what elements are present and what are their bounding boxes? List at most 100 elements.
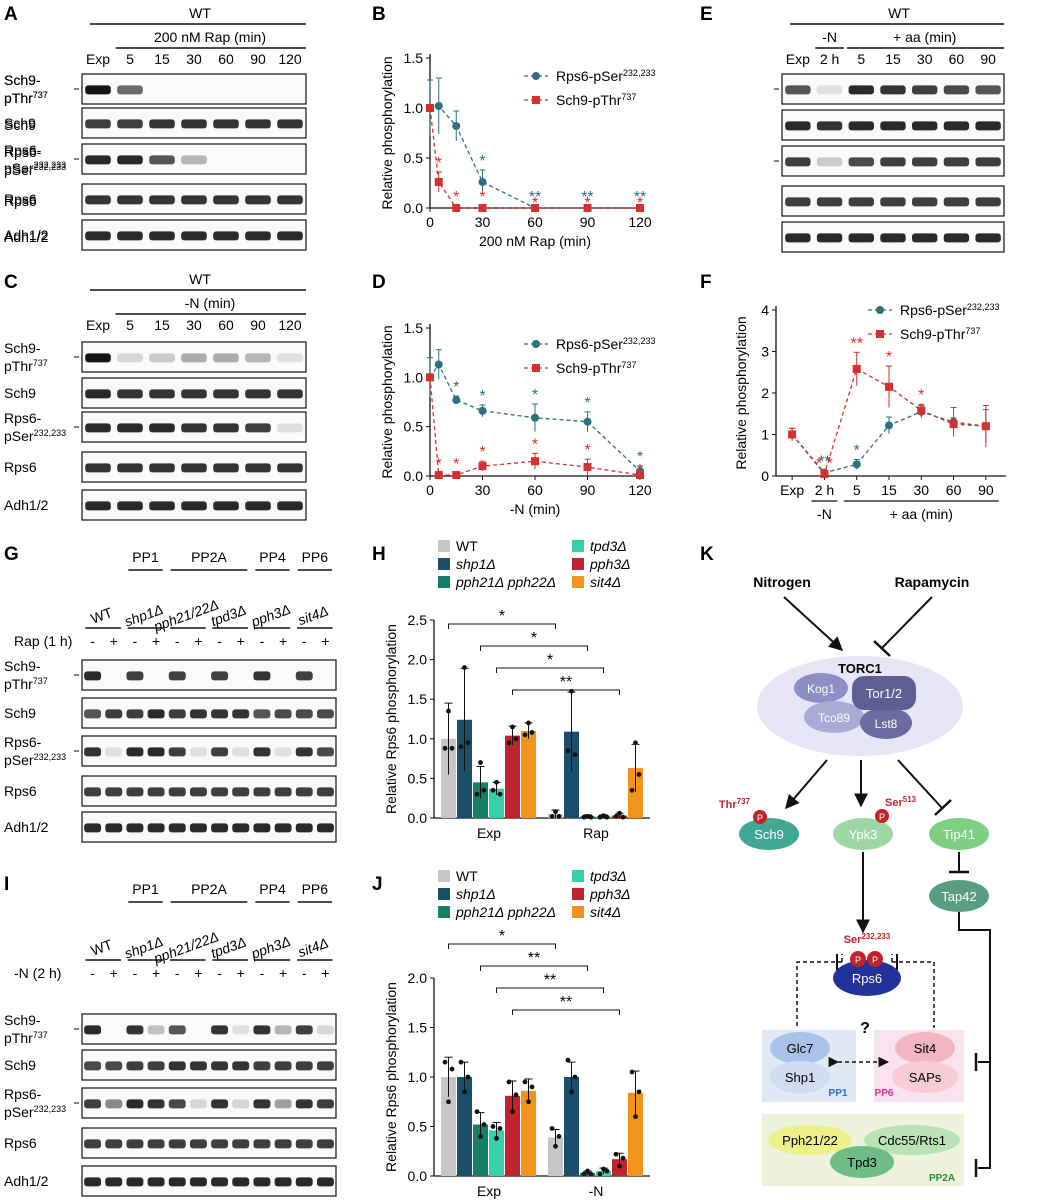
blot-lane-label: 90 xyxy=(250,317,266,333)
blot-lane-label: 15 xyxy=(154,51,170,67)
cdc55-node xyxy=(864,1125,960,1155)
blot-band xyxy=(277,231,303,241)
blot-row-label: Sch9- xyxy=(4,340,41,356)
blot-band xyxy=(277,389,303,399)
phosphatase-group-label: PP4 xyxy=(259,549,286,565)
data-point xyxy=(788,430,797,439)
replicate-point xyxy=(465,740,471,746)
significance-star: * * xyxy=(816,455,833,472)
legend-marker xyxy=(532,72,540,80)
strain-label: sit4Δ xyxy=(296,602,331,628)
replicate-point xyxy=(478,1134,483,1139)
blot-band xyxy=(295,823,313,833)
tip41-node xyxy=(929,818,989,850)
x-category-label: Exp xyxy=(477,825,501,841)
blot-band xyxy=(211,1177,229,1187)
data-point xyxy=(478,406,487,415)
data-point xyxy=(885,421,893,430)
replicate-point xyxy=(449,745,455,751)
blot-band xyxy=(117,501,143,511)
replicate-point xyxy=(490,787,496,793)
blot-row-label: pThr737 xyxy=(4,90,48,106)
blot-strip xyxy=(81,697,337,729)
blot-lane-label: 90 xyxy=(980,51,996,67)
blot-band xyxy=(277,463,303,473)
replicate-point xyxy=(465,1074,471,1080)
blot-band xyxy=(181,231,207,241)
legend-swatch xyxy=(438,540,450,552)
blot-lane-label: 5 xyxy=(126,317,134,333)
blot-band xyxy=(213,501,239,511)
blot-band xyxy=(211,1139,229,1149)
data-point xyxy=(452,396,461,405)
blot-band xyxy=(147,823,165,833)
blot-band xyxy=(943,85,970,95)
blot-band xyxy=(816,197,843,207)
y-tick-label: 1.0 xyxy=(404,369,424,385)
data-point xyxy=(531,413,539,422)
blot-band xyxy=(316,709,334,719)
pp6-label: PP6 xyxy=(875,1088,894,1099)
blot-band xyxy=(295,1061,313,1071)
blot-band xyxy=(277,423,303,433)
replicate-point xyxy=(556,1134,562,1139)
replicate-point xyxy=(458,1059,464,1065)
blot-band xyxy=(975,121,1001,131)
blot-row-label: pThr737 xyxy=(4,1030,48,1046)
tor12-label: Tor1/2 xyxy=(866,686,902,701)
bar xyxy=(564,1077,579,1176)
blot-band xyxy=(274,747,292,757)
blot-band xyxy=(168,1139,186,1149)
western-blot-c: Sch9- pThr737 Sch9 Rps6- pSer232,233 Rps6 Adh1… xyxy=(4,271,307,521)
blot-band xyxy=(253,1061,271,1071)
blot-band xyxy=(181,389,207,399)
significance-bracket xyxy=(448,943,556,949)
blot-row-label: pSer232,233 xyxy=(4,428,66,444)
blot-row-label: pSer232,233 xyxy=(4,162,66,178)
blot-row-label: pThr737 xyxy=(4,676,48,692)
panel-letter-i: I xyxy=(4,874,9,895)
blot-band xyxy=(232,1099,250,1109)
legend-label: tpd3Δ xyxy=(590,538,627,554)
blot-band xyxy=(84,1061,102,1071)
shp1-label: Shp1 xyxy=(785,1070,815,1085)
blot-row-label: Sch9- xyxy=(4,658,41,674)
blot-row-label: Rps6 xyxy=(4,191,37,207)
replicate-point xyxy=(636,772,642,777)
treatment-sign: - xyxy=(260,633,265,649)
blot-band xyxy=(274,823,292,833)
blot-band xyxy=(245,353,271,363)
blot-band xyxy=(816,233,843,243)
x-category-label: Exp xyxy=(477,1183,501,1199)
legend-swatch xyxy=(438,906,450,918)
blot-band xyxy=(211,709,229,719)
blot-band xyxy=(274,1139,292,1149)
blot-band xyxy=(189,787,207,797)
blot-band xyxy=(253,1177,271,1187)
blot-band xyxy=(85,195,111,205)
glc7-node xyxy=(770,1032,830,1064)
blot-band xyxy=(253,709,271,719)
blot-band xyxy=(149,501,175,511)
blot-strip xyxy=(81,811,337,843)
blot-strip xyxy=(81,1127,337,1159)
data-point xyxy=(531,204,539,212)
blot-band xyxy=(126,787,144,797)
ypk3-phospho-p: P xyxy=(879,812,885,822)
blot-band xyxy=(149,155,175,165)
legend-swatch xyxy=(438,576,450,588)
data-point xyxy=(917,406,926,415)
blot-band xyxy=(84,823,102,833)
blot-band xyxy=(117,389,143,399)
phosphatase-group-label: PP1 xyxy=(132,549,159,565)
line-chart-f: 0 1 2 3 4 Exp 2 h 5 15 30 60 90 -N + aa (min) Relative… xyxy=(733,302,1006,522)
data-point xyxy=(478,462,487,471)
blot-band xyxy=(84,1177,102,1187)
x-tick-label: 15 xyxy=(881,482,897,498)
replicate-point xyxy=(513,1092,519,1098)
x-tick-label: 30 xyxy=(475,214,491,230)
blot-band xyxy=(105,1061,123,1071)
blot-band xyxy=(245,389,271,399)
blot-band xyxy=(117,463,143,473)
data-point xyxy=(426,373,434,382)
